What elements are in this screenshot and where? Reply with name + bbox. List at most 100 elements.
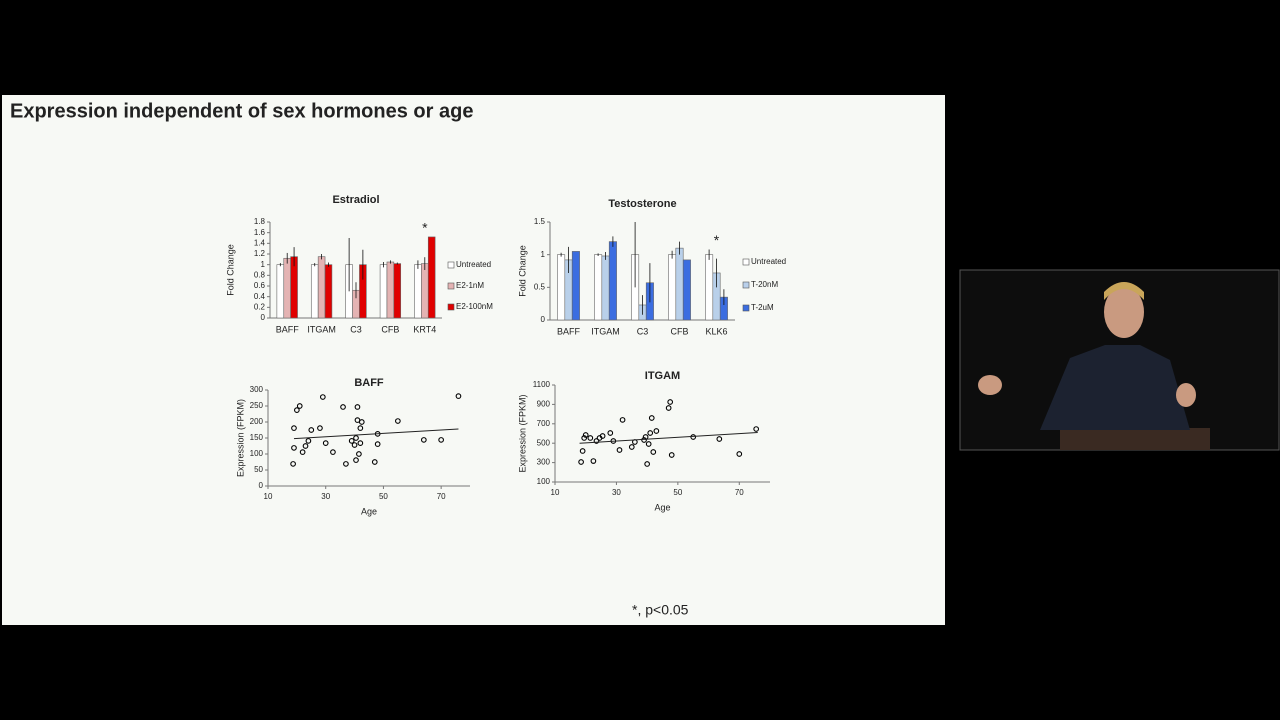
footnote: *, p<0.05 (632, 602, 689, 618)
data-point (599, 433, 606, 439)
x-tick-label: 30 (321, 492, 330, 501)
chart-title: BAFF (354, 377, 384, 389)
bar (571, 251, 580, 321)
data-point (296, 403, 303, 409)
bar (705, 254, 714, 321)
y-axis-label: Expression (FPKM) (517, 394, 527, 472)
speaker-head (1104, 286, 1144, 338)
data-point (753, 426, 760, 432)
data-point (353, 435, 359, 441)
y-tick-label: 250 (250, 401, 264, 410)
data-point (351, 442, 358, 448)
y-tick-label: 0 (541, 315, 546, 324)
x-tick-label: 50 (379, 492, 388, 501)
data-point (317, 425, 323, 431)
y-tick-label: 500 (537, 438, 551, 447)
slide-title: Expression independent of sex hormones o… (10, 100, 473, 122)
data-point (340, 404, 346, 410)
slide (2, 95, 945, 625)
y-tick-label: 0 (259, 481, 264, 490)
data-point (371, 459, 378, 465)
x-tick-label: ITGAM (307, 324, 336, 334)
x-axis-label: Age (654, 502, 670, 512)
speaker-hand (978, 375, 1002, 395)
data-point (348, 438, 355, 444)
y-axis-label: Fold Change (517, 245, 527, 297)
legend-label: T-20nM (751, 280, 778, 289)
data-point (290, 461, 296, 467)
data-point (291, 425, 297, 431)
chart-title: Testosterone (608, 198, 676, 210)
trend-line (579, 432, 758, 444)
speaker-hand (1176, 383, 1196, 407)
data-point (581, 435, 588, 441)
y-tick-label: 0.5 (534, 282, 546, 291)
bar (283, 257, 291, 319)
y-tick-label: 700 (537, 419, 551, 428)
data-point (354, 404, 361, 410)
data-point (438, 437, 444, 443)
y-tick-label: 0.8 (254, 270, 266, 279)
bar (317, 256, 326, 319)
y-tick-label: 200 (250, 417, 264, 426)
data-point (353, 457, 359, 463)
data-point (647, 430, 654, 436)
trend-line (293, 428, 459, 440)
bar (668, 254, 677, 321)
data-point (590, 458, 597, 464)
y-tick-label: 0 (261, 313, 266, 322)
data-point (299, 449, 306, 455)
y-tick-label: 1.2 (254, 249, 266, 258)
legend-swatch (447, 282, 455, 290)
bar (414, 264, 422, 319)
y-tick-label: 1.8 (254, 217, 266, 226)
y-tick-label: 100 (250, 449, 264, 458)
bar (682, 259, 691, 321)
x-tick-label: 10 (264, 492, 273, 501)
y-tick-label: 0.6 (254, 281, 266, 290)
legend-swatch (742, 258, 750, 266)
legend-swatch (447, 261, 455, 269)
data-point (593, 438, 600, 444)
data-point (578, 459, 584, 465)
bar (675, 247, 684, 321)
legend-swatch (742, 304, 750, 312)
legend-label: Untreated (751, 257, 786, 266)
y-tick-label: 50 (254, 465, 263, 474)
bar (393, 263, 402, 319)
data-point (668, 452, 675, 458)
data-point (395, 418, 401, 424)
bar (421, 263, 429, 319)
data-point (641, 437, 647, 443)
x-axis-label: Age (361, 506, 377, 516)
x-tick-label: ITGAM (591, 326, 620, 336)
legend-label: T-2uM (751, 303, 774, 312)
x-tick-label: 70 (437, 492, 446, 501)
data-point (653, 428, 660, 434)
y-tick-label: 100 (537, 477, 551, 486)
data-point (358, 419, 365, 425)
y-axis-label: Expression (FPKM) (235, 399, 245, 477)
y-tick-label: 1.6 (254, 228, 266, 237)
podium (1060, 428, 1210, 450)
bar (594, 254, 603, 321)
y-tick-label: 1 (261, 260, 266, 269)
x-tick-label: 70 (735, 488, 744, 497)
data-point (330, 449, 336, 455)
y-tick-label: 300 (537, 458, 551, 467)
data-point (736, 451, 743, 457)
y-tick-label: 0.2 (254, 302, 266, 311)
legend-swatch (447, 303, 455, 311)
data-point (291, 445, 297, 451)
speaker-hair (1104, 282, 1144, 300)
data-point (302, 443, 309, 449)
legend-label: E2-100nM (456, 302, 493, 311)
data-point (716, 436, 723, 442)
data-point (374, 441, 381, 447)
x-tick-label: KLK6 (705, 326, 727, 336)
data-point (356, 451, 362, 457)
chart-title: ITGAM (645, 370, 680, 382)
y-axis-label: Fold Change (225, 244, 235, 296)
legend-swatch (742, 281, 750, 289)
x-tick-label: 50 (673, 488, 682, 497)
